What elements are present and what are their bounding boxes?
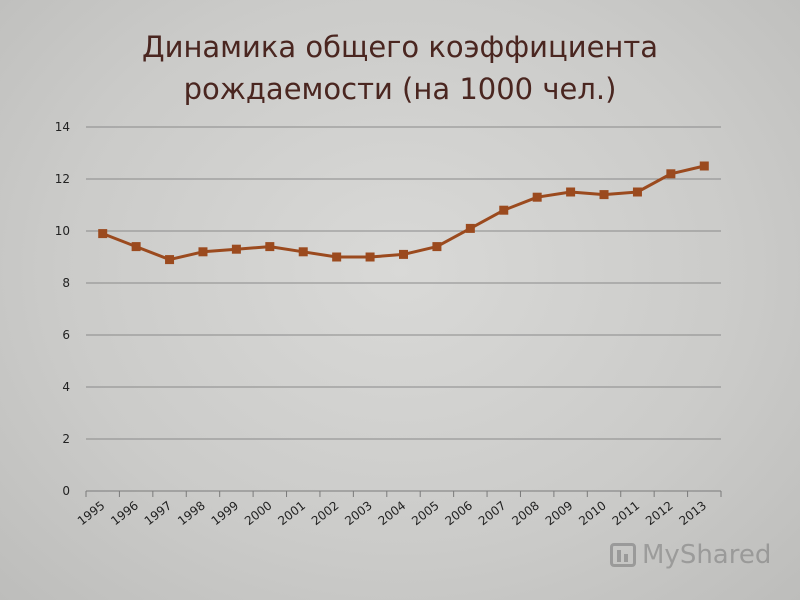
data-point [666, 169, 676, 179]
data-point [265, 242, 275, 252]
data-point [131, 242, 141, 252]
data-point [231, 244, 241, 254]
data-point [165, 255, 175, 265]
x-tick-label: 2010 [576, 498, 609, 528]
data-point [499, 205, 509, 215]
x-tick-label: 2005 [409, 498, 442, 528]
data-point [198, 247, 208, 257]
x-tick-label: 2002 [309, 498, 342, 528]
series-line [102, 164, 705, 262]
y-tick-label: 14 [55, 120, 70, 134]
x-tick-label: 2008 [509, 498, 542, 528]
chart-title: Динамика общего коэффициента рождаемости… [0, 26, 800, 110]
y-tick-label: 6 [62, 328, 70, 342]
x-tick-label: 2001 [275, 498, 308, 528]
chart-title-line-1: Динамика общего коэффициента [141, 30, 659, 64]
data-point [699, 161, 709, 171]
x-tick-label: 1998 [175, 498, 208, 528]
x-tick-label: 2013 [676, 498, 709, 528]
data-point [298, 247, 308, 257]
data-point [532, 192, 542, 202]
x-tick-label: 2003 [342, 498, 375, 528]
data-point [632, 187, 642, 197]
x-tick-label: 2009 [543, 498, 576, 528]
series-group [98, 161, 709, 265]
x-tick-label: 1999 [209, 498, 242, 528]
x-tick-label: 1997 [142, 498, 175, 528]
x-tick-label: 2006 [442, 498, 475, 528]
x-tick-label: 2004 [376, 498, 409, 528]
data-point [599, 190, 609, 200]
x-tick-label: 2007 [476, 498, 509, 528]
y-tick-label: 10 [55, 224, 70, 238]
y-tick-label: 0 [62, 484, 70, 498]
chart-title-line-2: рождаемости (на 1000 чел.) [183, 72, 617, 106]
y-tick-label: 8 [62, 276, 70, 290]
data-point [399, 249, 408, 259]
y-tick-label: 12 [55, 172, 70, 186]
presentation-board-icon [610, 543, 636, 567]
data-point [332, 252, 342, 262]
data-point [432, 242, 442, 252]
gridlines [86, 126, 721, 440]
data-point [365, 252, 375, 262]
x-tick-label: 1995 [75, 498, 108, 528]
data-point [98, 229, 108, 239]
x-tick-label: 2012 [643, 498, 676, 528]
y-axis-ticks: 0 2 4 6 8 10 12 14 [55, 120, 70, 498]
x-tick-label: 2000 [242, 498, 275, 528]
data-point [566, 187, 576, 197]
x-axis [85, 490, 722, 497]
y-tick-label: 4 [62, 380, 70, 394]
watermark-text: MyShared [642, 540, 772, 570]
y-tick-label: 2 [62, 432, 70, 446]
x-tick-label: 1996 [108, 498, 141, 528]
x-tick-label: 2011 [610, 498, 643, 528]
data-point [465, 223, 475, 233]
x-axis-ticks: 1995 1996 1997 1998 1999 2000 2001 2002 2003 2004… [75, 498, 709, 528]
watermark: MyShared [610, 540, 771, 570]
